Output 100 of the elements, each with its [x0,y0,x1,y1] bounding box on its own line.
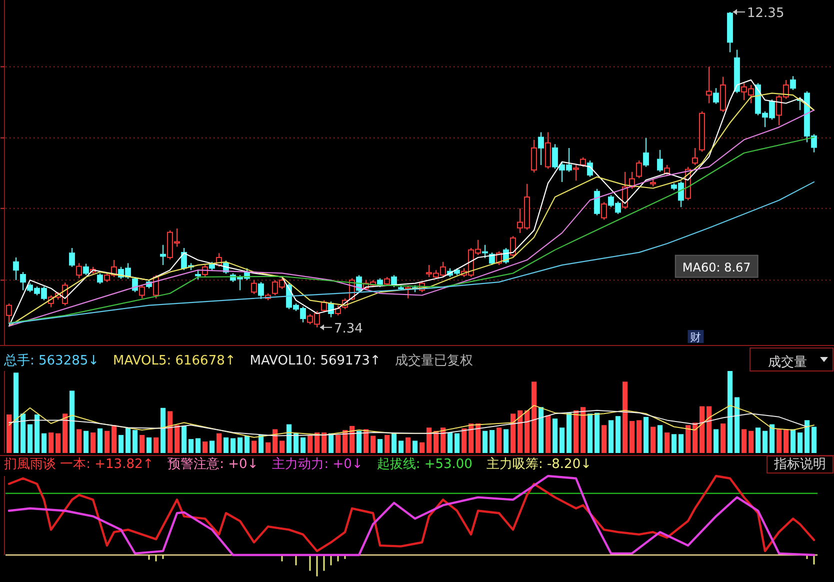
bar [370,436,376,453]
annotation: 12.35 [747,6,784,21]
candlestick [195,270,201,280]
bar [601,425,607,453]
candlestick [258,282,264,300]
bar [762,430,768,453]
candlestick [69,248,75,268]
bar [566,412,572,453]
text: 成交量已复权 [394,352,473,369]
candlestick [636,160,642,179]
bar [447,432,453,453]
bar [433,430,439,453]
bar [755,428,761,453]
bar [503,429,509,453]
bar [657,425,663,453]
candlestick [13,256,19,281]
bar [489,430,495,453]
bar [125,428,131,453]
candlestick [713,88,719,104]
bar [496,428,502,453]
bar [671,434,677,453]
text: 主力吸筹: -8.20↓ [486,456,592,472]
bar [153,437,159,453]
bar [216,433,222,453]
bar [293,433,299,453]
bar [349,426,355,453]
text: 起拔线: +53.00 [376,456,472,472]
bar [482,430,488,453]
candlestick [790,76,796,91]
candlestick [6,302,12,324]
bar [97,428,103,453]
bar [34,414,40,453]
bar [342,430,348,453]
candlestick [643,137,649,168]
bar [419,442,425,453]
bar [769,424,775,453]
bar [132,430,138,453]
bar [727,371,733,453]
bar [790,429,796,453]
candlestick [573,164,579,182]
candlestick [335,304,341,316]
candlestick [531,139,537,173]
candlestick [251,280,257,295]
bar [776,429,782,453]
bar [468,423,474,453]
bar [286,424,292,453]
candlestick [657,149,663,172]
bar [615,416,621,453]
bar [279,440,285,453]
candlestick [139,284,145,299]
bar [517,410,523,453]
bar [62,414,68,453]
bar [720,423,726,453]
bar [111,425,117,453]
annotation: 财 [690,331,702,344]
bar [741,429,747,453]
bar [202,442,208,453]
candlestick [510,236,516,258]
bar [573,410,579,453]
text: 主力动力: +0↓ [272,456,363,472]
bar [545,415,551,453]
bar [622,382,628,453]
bar [713,429,719,453]
bar [629,421,635,453]
candlestick [20,271,26,291]
bar [41,433,47,453]
bar [48,432,54,453]
bar [335,434,341,453]
bar [272,429,278,453]
text: MAVOL10: 569173↑ [250,354,381,369]
candlestick [692,147,698,166]
bar [510,414,516,453]
bar [531,382,537,453]
candlestick [664,164,670,176]
candlestick [594,188,600,216]
bar [804,420,810,453]
bar [454,433,460,453]
bar [363,429,369,453]
candlestick [706,66,712,104]
bar [748,430,754,453]
candlestick [76,262,82,279]
bar [377,439,383,453]
candlestick [601,202,607,220]
bar [587,414,593,453]
bar [580,407,586,453]
bar [461,428,467,453]
bar [174,425,180,453]
bar [90,432,96,453]
bar [209,440,215,453]
bar [13,372,19,453]
candlestick [587,160,593,178]
bar [426,428,432,453]
bar [146,437,152,453]
bar [391,432,397,453]
text: 指标说明 [773,457,826,472]
bar [552,418,558,453]
bar [69,390,75,453]
bar [251,440,257,453]
candlestick [545,132,551,170]
bar [167,411,173,453]
